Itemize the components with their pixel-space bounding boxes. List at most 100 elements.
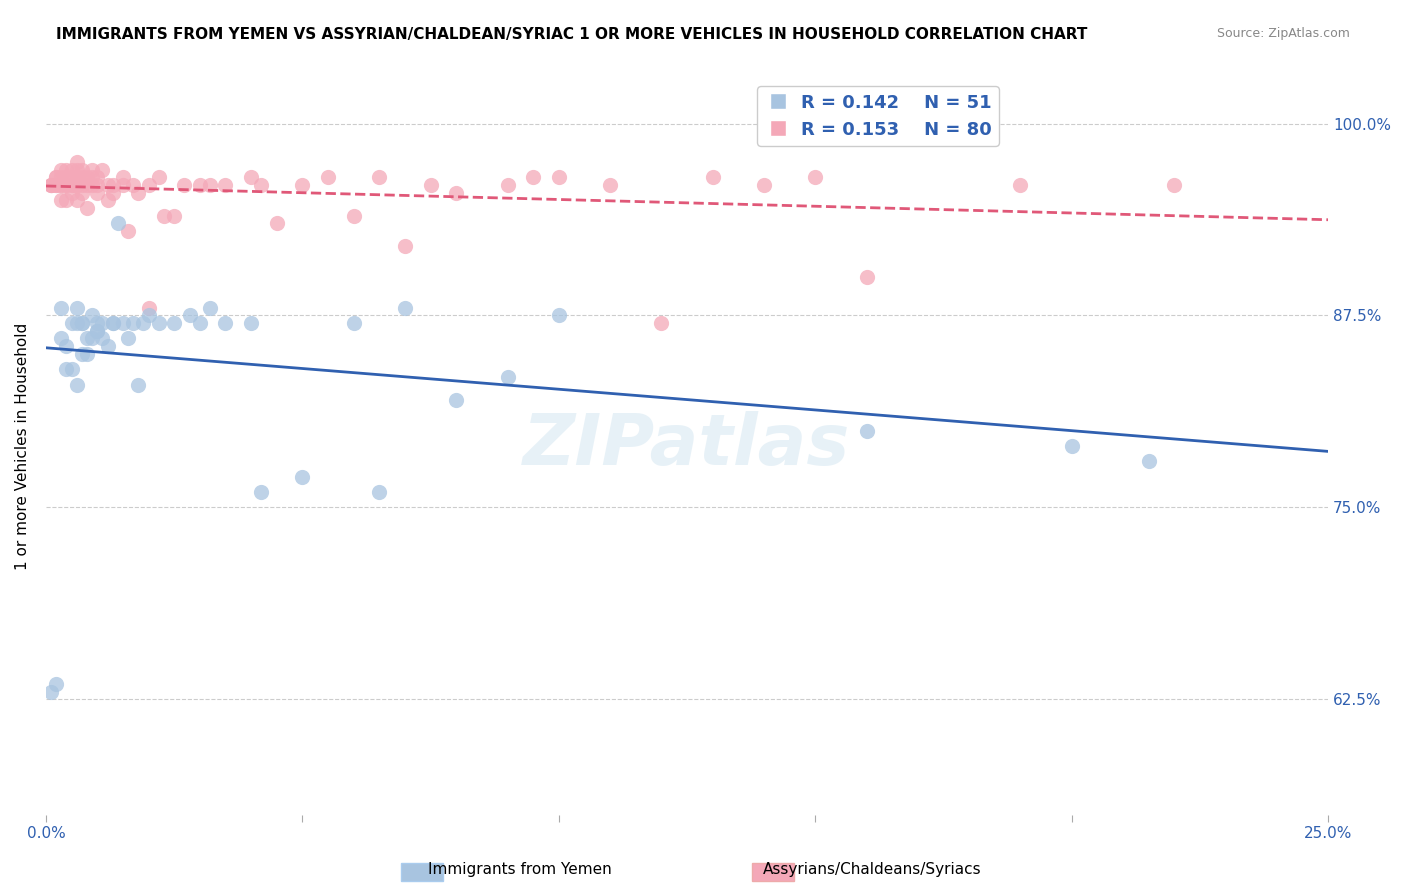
- Point: [496, 178, 519, 192]
- Point: [76, 331, 98, 345]
- Point: [60, 170, 83, 185]
- Point: [39, 178, 62, 192]
- Point: [39, 684, 62, 698]
- Text: Assyrians/Chaldeans/Syriacs: Assyrians/Chaldeans/Syriacs: [762, 863, 981, 877]
- Point: [599, 178, 621, 192]
- Point: [163, 209, 186, 223]
- Text: Source: ZipAtlas.com: Source: ZipAtlas.com: [1216, 27, 1350, 40]
- Point: [122, 316, 145, 330]
- Point: [82, 170, 104, 185]
- Point: [804, 170, 827, 185]
- Point: [250, 485, 273, 500]
- Point: [45, 178, 67, 192]
- Point: [316, 170, 339, 185]
- Point: [163, 316, 186, 330]
- Point: [188, 316, 211, 330]
- Point: [702, 170, 724, 185]
- Point: [45, 170, 67, 185]
- Point: [66, 377, 89, 392]
- Point: [368, 170, 391, 185]
- Point: [132, 316, 155, 330]
- Point: [173, 178, 195, 192]
- Point: [66, 178, 89, 192]
- Point: [86, 186, 108, 200]
- Point: [855, 270, 877, 285]
- Point: [291, 178, 314, 192]
- Point: [45, 178, 67, 192]
- Point: [70, 347, 93, 361]
- Point: [138, 301, 160, 315]
- Point: [82, 162, 104, 177]
- Point: [70, 178, 93, 192]
- Point: [86, 324, 108, 338]
- Point: [394, 301, 416, 315]
- Point: [122, 178, 145, 192]
- Point: [91, 331, 114, 345]
- Point: [101, 316, 124, 330]
- Point: [66, 194, 89, 208]
- Point: [266, 216, 288, 230]
- Point: [86, 170, 108, 185]
- Point: [91, 316, 114, 330]
- Point: [51, 170, 73, 185]
- Point: [101, 186, 124, 200]
- Point: [1010, 178, 1032, 192]
- Point: [117, 224, 139, 238]
- Point: [752, 178, 775, 192]
- Point: [82, 309, 104, 323]
- Point: [70, 186, 93, 200]
- Point: [291, 469, 314, 483]
- Text: ZIPatlas: ZIPatlas: [523, 411, 851, 481]
- Point: [82, 331, 104, 345]
- Point: [117, 331, 139, 345]
- Point: [66, 170, 89, 185]
- Point: [188, 178, 211, 192]
- Point: [91, 162, 114, 177]
- Point: [1137, 454, 1160, 468]
- Point: [419, 178, 441, 192]
- Point: [394, 239, 416, 253]
- Point: [60, 316, 83, 330]
- Point: [66, 301, 89, 315]
- Point: [96, 178, 118, 192]
- Point: [127, 377, 149, 392]
- Point: [82, 178, 104, 192]
- Point: [148, 316, 170, 330]
- Point: [51, 301, 73, 315]
- Point: [55, 178, 77, 192]
- Point: [70, 162, 93, 177]
- Point: [446, 186, 468, 200]
- Point: [250, 178, 273, 192]
- Point: [55, 178, 77, 192]
- Point: [86, 324, 108, 338]
- Point: [240, 316, 263, 330]
- Point: [127, 186, 149, 200]
- Point: [55, 194, 77, 208]
- Point: [51, 194, 73, 208]
- Point: [86, 178, 108, 192]
- Point: [111, 316, 134, 330]
- Point: [55, 339, 77, 353]
- Point: [111, 178, 134, 192]
- Y-axis label: 1 or more Vehicles in Household: 1 or more Vehicles in Household: [15, 322, 30, 570]
- Point: [153, 209, 176, 223]
- Point: [96, 339, 118, 353]
- Point: [55, 162, 77, 177]
- Legend: R = 0.142    N = 51, R = 0.153    N = 80: R = 0.142 N = 51, R = 0.153 N = 80: [758, 87, 998, 146]
- Point: [101, 178, 124, 192]
- Point: [343, 209, 366, 223]
- Point: [96, 194, 118, 208]
- Point: [45, 170, 67, 185]
- Point: [138, 309, 160, 323]
- Point: [138, 178, 160, 192]
- Text: IMMIGRANTS FROM YEMEN VS ASSYRIAN/CHALDEAN/SYRIAC 1 OR MORE VEHICLES IN HOUSEHOL: IMMIGRANTS FROM YEMEN VS ASSYRIAN/CHALDE…: [56, 27, 1088, 42]
- Point: [1060, 439, 1083, 453]
- Point: [855, 424, 877, 438]
- Point: [55, 362, 77, 376]
- Point: [446, 392, 468, 407]
- Point: [51, 162, 73, 177]
- Point: [55, 170, 77, 185]
- Text: Immigrants from Yemen: Immigrants from Yemen: [429, 863, 612, 877]
- Point: [60, 162, 83, 177]
- Point: [76, 178, 98, 192]
